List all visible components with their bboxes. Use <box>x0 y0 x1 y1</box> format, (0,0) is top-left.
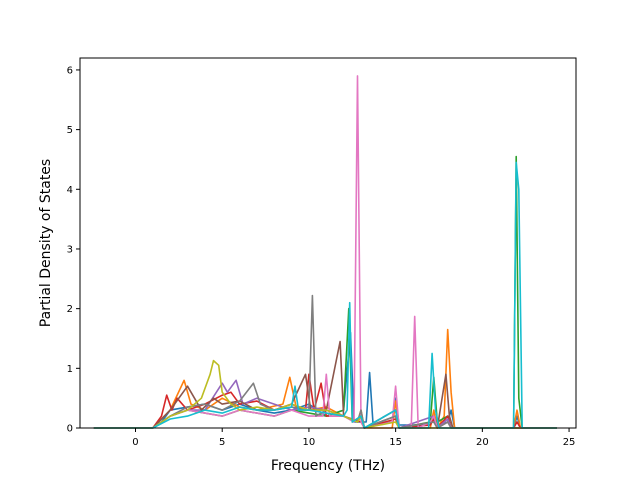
y-tick-label: 6 <box>67 65 73 76</box>
y-tick-label: 0 <box>67 424 73 435</box>
y-tick-label: 3 <box>67 244 73 255</box>
x-tick-label: 0 <box>132 437 138 448</box>
x-axis-label: Frequency (THz) <box>271 458 385 474</box>
series-line-8 <box>93 294 557 429</box>
y-tick-label: 2 <box>67 304 73 315</box>
plot-area <box>80 58 576 428</box>
y-axis-label: Partial Density of States <box>38 159 54 327</box>
x-tick-label: 10 <box>303 437 316 448</box>
x-tick-label: 20 <box>476 437 489 448</box>
x-tick-label: 25 <box>563 437 576 448</box>
y-axis-ticks: 0 1 2 3 4 5 6 <box>67 65 80 435</box>
y-tick-label: 1 <box>67 364 73 375</box>
x-tick-label: 15 <box>389 437 402 448</box>
x-tick-label: 5 <box>219 437 225 448</box>
y-tick-label: 5 <box>67 125 73 136</box>
plot-frame <box>79 57 577 429</box>
x-axis-ticks: 0 5 10 15 20 25 <box>132 428 575 448</box>
y-tick-label: 4 <box>67 185 73 196</box>
